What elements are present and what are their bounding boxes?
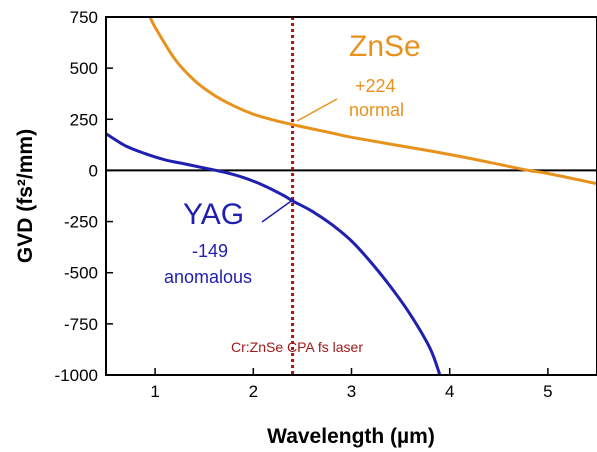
x-axis-label: Wavelength (µm): [267, 425, 435, 448]
y-tick-label: -1000: [55, 366, 98, 385]
y-axis-label: GVD (fs²/mm): [14, 129, 37, 263]
x-tick-label: 2: [249, 382, 258, 401]
plot-frame: [105, 16, 597, 376]
x-tick-label: 3: [347, 382, 356, 401]
series-line-znse: [148, 17, 597, 186]
znse-arrow: [296, 98, 338, 122]
series-line-yag: [106, 132, 442, 375]
znse-label: ZnSe: [349, 30, 421, 63]
y-tick-label: 0: [89, 161, 98, 180]
y-tick-label: 250: [70, 110, 98, 129]
y-tick-label: 750: [70, 8, 98, 27]
y-tick-label: -250: [64, 213, 98, 232]
yag-dispersion-type: anomalous: [164, 267, 252, 287]
x-tick-label: 5: [543, 382, 552, 401]
y-tick-label: 500: [70, 59, 98, 78]
x-tick-label: 4: [445, 382, 454, 401]
yag-label: YAG: [183, 198, 244, 231]
y-tick-label: -500: [64, 264, 98, 283]
znse-dispersion-type: normal: [349, 100, 404, 120]
yag-arrow: [261, 198, 295, 223]
y-tick-label: -750: [64, 315, 98, 334]
laser-label: Cr:ZnSe CPA fs laser: [231, 339, 363, 355]
znse-gvd-value: +224: [355, 76, 396, 96]
yag-gvd-value: -149: [192, 241, 228, 261]
x-tick-label: 1: [150, 382, 159, 401]
